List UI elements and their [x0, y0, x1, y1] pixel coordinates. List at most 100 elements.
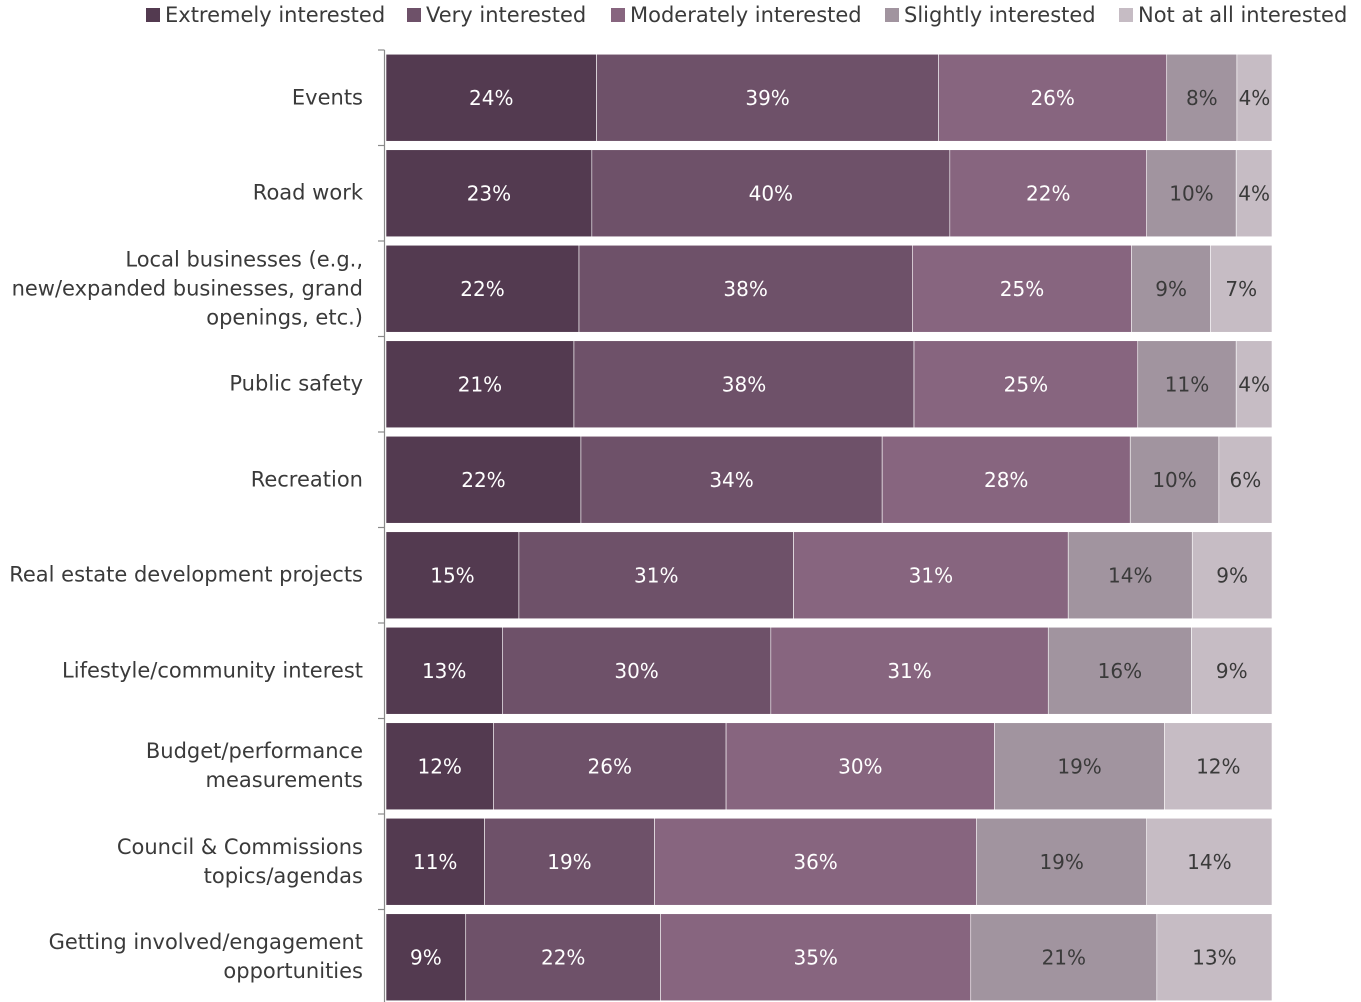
data-label: 22% [460, 277, 504, 301]
data-label: 4% [1239, 86, 1271, 110]
data-label: 12% [417, 754, 461, 778]
legend-label: Slightly interested [904, 3, 1096, 27]
bar-segment-very-interested [518, 531, 794, 620]
data-label: 38% [722, 372, 766, 396]
bar-segment-extremely-interested [385, 913, 467, 1002]
bar-segment-extremely-interested [385, 626, 503, 715]
bar-segment-extremely-interested [385, 435, 582, 524]
legend-swatch [1119, 8, 1133, 22]
bar-segment-moderately-interested [654, 817, 977, 906]
bar-segment-moderately-interested [725, 722, 995, 811]
data-label: 31% [909, 563, 953, 587]
bar-segment-very-interested [502, 626, 772, 715]
data-label: 39% [745, 86, 789, 110]
bar-segment-moderately-interested [881, 435, 1131, 524]
bar-segment-slightly-interested [1146, 149, 1237, 238]
data-label: 11% [413, 850, 457, 874]
data-label: 19% [1039, 850, 1083, 874]
bar-segment-extremely-interested [385, 531, 520, 620]
bar-segment-slightly-interested [970, 913, 1158, 1002]
category-label-budget-performance-measurements: Budget/performance measurements [145, 739, 363, 793]
bar-segment-moderately-interested [912, 244, 1132, 333]
data-label: 25% [1004, 372, 1048, 396]
data-label: 21% [1042, 945, 1086, 969]
chart-legend: Extremely interested Very interested Moder… [0, 0, 1361, 32]
bar-segment-not-at-all-interested [1164, 722, 1273, 811]
data-label: 9% [1216, 563, 1248, 587]
data-label: 31% [887, 659, 931, 683]
legend-swatch [146, 8, 160, 22]
legend-label: Moderately interested [630, 3, 862, 27]
bar-segment-not-at-all-interested [1235, 340, 1273, 429]
data-label: 24% [469, 86, 513, 110]
data-label: 28% [984, 468, 1028, 492]
bar-segment-not-at-all-interested [1218, 435, 1273, 524]
data-label: 13% [1192, 945, 1236, 969]
bar-segment-slightly-interested [1067, 531, 1193, 620]
bar-segment-not-at-all-interested [1236, 53, 1273, 142]
data-label: 10% [1169, 181, 1213, 205]
bar-segment-slightly-interested [976, 817, 1148, 906]
legend-swatch [611, 8, 625, 22]
category-label-council-and-commissions-topics-agendas: Council & Commissions topics/agendas [116, 834, 363, 888]
category-label-events: Events [291, 85, 363, 110]
data-label: 40% [749, 181, 793, 205]
category-label-road-work: Road work [252, 180, 363, 205]
legend-item-extremely-interested: Extremely interested [146, 2, 385, 28]
data-label: 11% [1165, 372, 1209, 396]
bar-segment-slightly-interested [1137, 340, 1237, 429]
bar-segment-moderately-interested [770, 626, 1049, 715]
bar-segment-very-interested [578, 244, 913, 333]
legend-item-not-at-all-interested: Not at all interested [1119, 2, 1347, 28]
bar-segment-extremely-interested [385, 244, 580, 333]
legend-label: Extremely interested [165, 3, 386, 27]
data-label: 4% [1238, 181, 1270, 205]
bar-segment-not-at-all-interested [1146, 817, 1273, 906]
bar-segment-extremely-interested [385, 817, 485, 906]
data-label: 9% [410, 945, 442, 969]
data-label: 16% [1098, 659, 1142, 683]
data-label: 21% [458, 372, 502, 396]
bar-segment-very-interested [573, 340, 915, 429]
category-label-public-safety: Public safety [229, 371, 363, 396]
data-label: 38% [723, 277, 767, 301]
legend-label: Very interested [426, 3, 587, 27]
bar-segment-moderately-interested [793, 531, 1069, 620]
data-label: 36% [793, 850, 837, 874]
bar-segment-very-interested [580, 435, 883, 524]
bar-segment-slightly-interested [1129, 435, 1220, 524]
bar-segment-very-interested [493, 722, 727, 811]
data-label: 22% [1026, 181, 1070, 205]
bar-segment-not-at-all-interested [1191, 626, 1273, 715]
data-label: 10% [1152, 468, 1196, 492]
data-label: 31% [634, 563, 678, 587]
bar-segment-very-interested [465, 913, 661, 1002]
data-label: 22% [461, 468, 505, 492]
bar-segment-extremely-interested [385, 53, 597, 142]
data-label: 26% [1030, 86, 1074, 110]
category-label-local-businesses-e-g-new-expanded-busine: Local businesses (e.g., new/expanded busi… [11, 247, 363, 330]
data-label: 15% [430, 563, 474, 587]
data-label: 34% [709, 468, 753, 492]
category-label-real-estate-development-projects: Real estate development projects [9, 562, 363, 587]
legend-item-moderately-interested: Moderately interested [611, 2, 862, 28]
bar-segment-slightly-interested [1131, 244, 1211, 333]
bar-segment-not-at-all-interested [1191, 531, 1273, 620]
legend-item-slightly-interested: Slightly interested [885, 2, 1096, 28]
bar-segment-extremely-interested [385, 149, 593, 238]
data-label: 9% [1155, 277, 1187, 301]
bar-segment-moderately-interested [938, 53, 1168, 142]
data-label: 35% [793, 945, 837, 969]
bar-segment-slightly-interested [1166, 53, 1238, 142]
data-label: 13% [422, 659, 466, 683]
bar-segment-moderately-interested [660, 913, 972, 1002]
bar-segment-very-interested [596, 53, 939, 142]
data-label: 14% [1108, 563, 1152, 587]
data-label: 4% [1238, 372, 1270, 396]
legend-swatch [885, 8, 899, 22]
data-label: 22% [541, 945, 585, 969]
data-label: 25% [1000, 277, 1044, 301]
legend-item-very-interested: Very interested [407, 2, 586, 28]
data-label: 19% [1057, 754, 1101, 778]
